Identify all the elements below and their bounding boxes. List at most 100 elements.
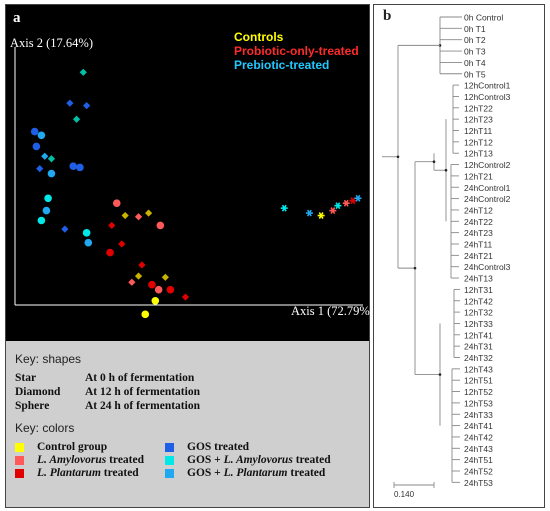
leaf-label: 12hT23 — [464, 115, 493, 125]
leaf-label: 24hT42 — [464, 432, 493, 442]
axis-2-label: Axis 2 (17.64%) — [10, 36, 93, 50]
data-point-sphere — [156, 221, 165, 230]
key-shape-name: Star — [15, 372, 37, 384]
data-point-diamond — [134, 213, 143, 221]
data-point-star — [317, 212, 325, 219]
leaf-label: 12hT42 — [464, 296, 493, 306]
key-shape-desc: At 12 h of fermentation — [85, 386, 200, 398]
color-key-text: GOS + — [187, 454, 224, 466]
color-key-text: treated — [100, 467, 139, 479]
data-point-diamond — [79, 68, 87, 76]
leaf-label: 24hT12 — [464, 205, 493, 215]
data-point-sphere — [37, 131, 46, 140]
leaf-label: 12hT21 — [464, 171, 493, 181]
color-key-text: L. Plantarum — [37, 467, 101, 479]
data-point-sphere — [30, 127, 39, 136]
leaf-label: 24hT33 — [464, 410, 493, 420]
leaf-label: 24hT41 — [464, 421, 493, 431]
color-key-text: L. Plantarum — [223, 467, 288, 479]
data-point-diamond — [181, 293, 190, 301]
leaf-label: 24hT32 — [464, 353, 493, 363]
leaf-label: 12hT12 — [464, 137, 493, 147]
data-point-sphere — [112, 199, 121, 207]
leaf-label: 24hControl3 — [464, 262, 511, 272]
data-point-sphere — [69, 162, 78, 170]
color-swatch — [15, 469, 24, 478]
leaf-label: 12hControl3 — [464, 92, 511, 102]
legend-entry-controls: Controls — [234, 30, 284, 44]
tree-node — [438, 373, 442, 376]
data-point-sphere — [42, 206, 51, 215]
data-point-sphere — [154, 285, 163, 294]
leaf-label: 0h T5 — [464, 69, 486, 79]
color-swatch — [165, 456, 174, 465]
leaf-label: 12hT11 — [464, 126, 492, 136]
data-point-sphere — [148, 280, 156, 289]
data-point-star — [280, 204, 288, 212]
color-key-label: L. Amylovorus treated — [37, 454, 144, 466]
tree-node — [432, 160, 436, 164]
leaf-label: 24hT31 — [464, 342, 493, 352]
tree-node — [396, 155, 400, 159]
color-key-text: GOS treated — [187, 441, 250, 453]
data-point-diamond — [134, 272, 143, 280]
data-point-star — [334, 202, 342, 210]
data-point-diamond — [118, 240, 126, 248]
color-key-text: GOS + — [187, 467, 224, 479]
data-point-sphere — [141, 310, 150, 319]
leaf-label: 24hT22 — [464, 217, 493, 227]
data-point-diamond — [36, 165, 44, 173]
key-colors-title: Key: colors — [15, 421, 75, 435]
data-point-diamond — [108, 221, 116, 230]
leaf-label: 0h Control — [464, 13, 503, 23]
data-point-diamond — [121, 211, 129, 220]
data-point-star — [349, 197, 357, 205]
color-key-text: treated — [292, 454, 331, 466]
key-shape-desc: At 0 h of fermentation — [85, 372, 195, 384]
data-point-sphere — [76, 163, 84, 172]
color-key-text: treated — [106, 454, 145, 466]
tree-node — [413, 266, 417, 270]
data-point-sphere — [106, 248, 114, 257]
color-key-label: GOS treated — [187, 441, 249, 453]
data-point-diamond — [47, 155, 56, 163]
leaf-label: 12hT51 — [464, 376, 493, 386]
data-point-sphere — [82, 229, 91, 237]
legend-entry-probiotic: Probiotic-only-treated — [234, 44, 359, 58]
color-key-text: treated — [287, 467, 326, 479]
data-point-sphere — [44, 194, 52, 203]
leaf-label: 24hT21 — [464, 251, 493, 261]
data-point-diamond — [83, 102, 91, 110]
pcoa-plot-area — [6, 5, 369, 341]
data-point-star — [305, 209, 313, 217]
leaf-label: 12hControl2 — [464, 160, 511, 170]
color-key-label: GOS + L. Plantarum treated — [187, 467, 325, 479]
color-key-text: Control group — [37, 441, 108, 453]
axis-1-label: Axis 1 (72.79%) — [291, 304, 374, 318]
leaf-label: 24hControl1 — [464, 183, 511, 193]
data-point-diamond — [161, 273, 169, 281]
color-key-text: L. Amylovorus — [37, 454, 107, 466]
color-key-label: L. Plantarum treated — [37, 467, 139, 479]
data-point-star — [329, 207, 337, 215]
key-section: Key: shapes Star At 0 h of fermentation … — [6, 341, 369, 507]
color-key-label: GOS + L. Amylovorus treated — [187, 454, 331, 466]
leaf-label: 0h T2 — [464, 35, 486, 45]
panel-b: 0h Control 0h T1 0h T2 0h T3 0h T4 0h T5 12hCo… — [373, 4, 545, 508]
panel-a: a Axis 2 (17.64%) Axis 1 (72.79%) Contro… — [5, 4, 374, 508]
pcoa-scatter-svg — [14, 47, 363, 319]
leaf-label: 12hT31 — [464, 285, 493, 295]
color-swatch — [165, 443, 174, 452]
leaf-label: 24hT51 — [464, 455, 493, 465]
leaf-label: 0h T4 — [464, 58, 486, 68]
data-point-diamond — [66, 99, 74, 107]
tree-node — [444, 168, 448, 172]
data-point-sphere — [47, 169, 56, 178]
leaf-label: 12hT32 — [464, 308, 493, 318]
legend-entry-prebiotic: Prebiotic-treated — [234, 58, 330, 72]
data-point-sphere — [84, 238, 93, 247]
leaf-label: 12hT22 — [464, 103, 493, 113]
leaf-label: 24hT52 — [464, 467, 493, 477]
panel-a-label: a — [13, 10, 21, 26]
leaf-label: 12hT13 — [464, 149, 493, 159]
